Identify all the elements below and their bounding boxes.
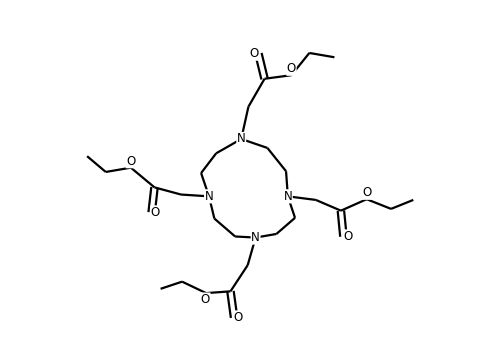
Text: O: O — [233, 311, 242, 324]
Text: N: N — [237, 132, 245, 146]
Text: O: O — [287, 62, 296, 75]
Text: N: N — [283, 190, 292, 203]
Text: O: O — [126, 155, 136, 168]
Text: O: O — [343, 230, 352, 243]
Text: N: N — [205, 190, 213, 203]
Text: O: O — [362, 186, 371, 199]
Text: O: O — [151, 206, 160, 219]
Text: N: N — [251, 231, 260, 244]
Text: O: O — [201, 293, 210, 306]
Text: O: O — [249, 47, 259, 60]
